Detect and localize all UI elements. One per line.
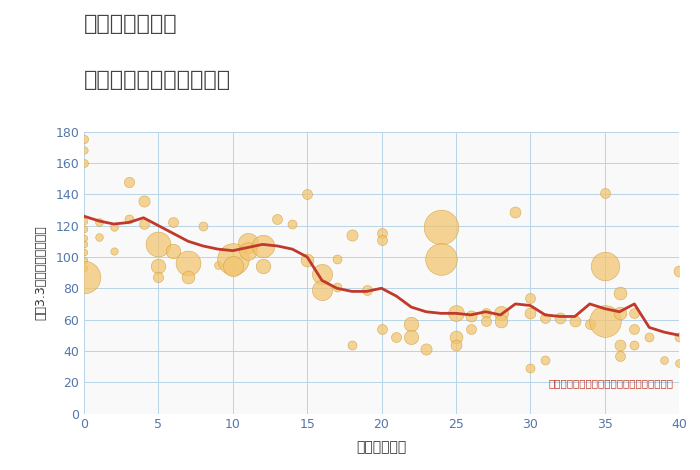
Point xyxy=(495,317,506,325)
Point xyxy=(540,314,551,322)
Point xyxy=(569,317,580,325)
Point xyxy=(361,286,372,294)
Point xyxy=(153,274,164,281)
Point xyxy=(78,241,90,248)
Point xyxy=(183,259,194,267)
Point xyxy=(108,247,119,254)
Point xyxy=(525,310,536,317)
Text: 築年数別中古戸建て価格: 築年数別中古戸建て価格 xyxy=(84,70,231,91)
Point xyxy=(78,274,90,281)
Point xyxy=(287,220,298,228)
Point xyxy=(242,247,253,254)
Point xyxy=(495,310,506,317)
Point xyxy=(153,241,164,248)
Point xyxy=(78,249,90,256)
Y-axis label: 坪（3.3㎡）単価（万円）: 坪（3.3㎡）単価（万円） xyxy=(34,225,47,320)
Point xyxy=(629,341,640,348)
Point xyxy=(629,325,640,333)
Text: 円の大きさは、取引のあった物件面積を示す: 円の大きさは、取引のあった物件面積を示す xyxy=(548,379,673,389)
Point xyxy=(376,325,387,333)
Point xyxy=(138,197,149,204)
Point xyxy=(421,345,432,353)
Point xyxy=(435,255,447,262)
Point xyxy=(123,216,134,223)
Point xyxy=(78,256,90,264)
Point xyxy=(673,333,685,341)
Point xyxy=(525,364,536,372)
Point xyxy=(108,223,119,231)
Point xyxy=(302,256,313,264)
Point xyxy=(465,313,476,320)
Point xyxy=(168,219,179,226)
X-axis label: 築年数（年）: 築年数（年） xyxy=(356,440,407,454)
Point xyxy=(183,274,194,281)
Point xyxy=(123,178,134,186)
Point xyxy=(78,235,90,242)
Point xyxy=(376,230,387,237)
Point xyxy=(138,220,149,228)
Point xyxy=(227,255,238,262)
Point xyxy=(331,255,342,262)
Point xyxy=(450,310,461,317)
Point xyxy=(510,208,521,215)
Point xyxy=(599,317,610,325)
Point xyxy=(78,217,90,225)
Point xyxy=(78,225,90,233)
Point xyxy=(480,310,491,317)
Point xyxy=(644,333,655,341)
Point xyxy=(316,286,328,294)
Point xyxy=(629,310,640,317)
Point xyxy=(554,314,566,322)
Point xyxy=(673,360,685,367)
Point xyxy=(197,222,209,229)
Point xyxy=(406,321,417,328)
Point xyxy=(391,333,402,341)
Point xyxy=(450,341,461,348)
Point xyxy=(435,223,447,231)
Point xyxy=(659,357,670,364)
Point xyxy=(242,239,253,247)
Point xyxy=(78,159,90,167)
Point xyxy=(406,333,417,341)
Point xyxy=(153,263,164,270)
Point xyxy=(450,333,461,341)
Point xyxy=(272,216,283,223)
Point xyxy=(599,189,610,196)
Point xyxy=(78,136,90,143)
Point xyxy=(376,236,387,243)
Point xyxy=(93,219,104,226)
Point xyxy=(673,267,685,275)
Point xyxy=(614,352,625,360)
Point xyxy=(78,264,90,272)
Point xyxy=(480,317,491,325)
Point xyxy=(614,289,625,297)
Point xyxy=(614,341,625,348)
Point xyxy=(302,190,313,198)
Point xyxy=(212,261,223,268)
Point xyxy=(540,357,551,364)
Point xyxy=(346,341,357,348)
Point xyxy=(584,321,595,328)
Point xyxy=(78,147,90,154)
Point xyxy=(257,263,268,270)
Point xyxy=(614,310,625,317)
Point xyxy=(599,263,610,270)
Point xyxy=(316,270,328,278)
Text: 愛知県堀田駅の: 愛知県堀田駅の xyxy=(84,14,178,34)
Point xyxy=(331,283,342,290)
Point xyxy=(168,247,179,254)
Point xyxy=(93,233,104,240)
Point xyxy=(346,231,357,239)
Point xyxy=(257,242,268,250)
Point xyxy=(525,294,536,301)
Point xyxy=(227,263,238,270)
Point xyxy=(465,325,476,333)
